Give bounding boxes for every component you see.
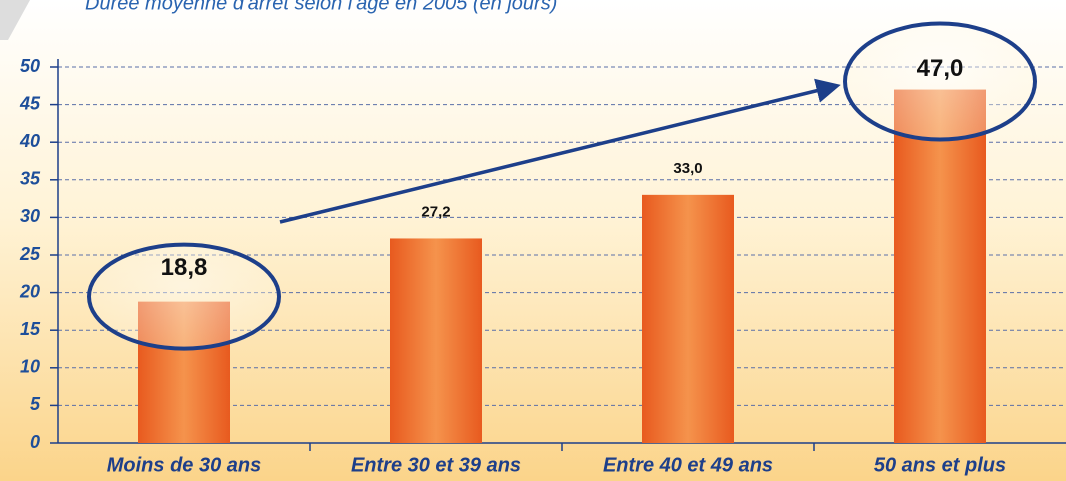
y-tick-label: 0 — [30, 432, 40, 452]
y-tick-label: 45 — [19, 93, 41, 113]
value-label: 47,0 — [917, 55, 964, 82]
y-tick-label: 30 — [20, 206, 40, 226]
bar — [642, 194, 734, 443]
x-tick-label: 50 ans et plus — [874, 454, 1006, 476]
x-tick-label: Moins de 30 ans — [107, 454, 262, 476]
y-tick-label: 35 — [20, 169, 41, 189]
magnifier-lens — [843, 21, 1037, 142]
magnifier-lens — [87, 242, 281, 351]
value-label: 33,0 — [673, 160, 702, 177]
trend-arrow — [279, 78, 841, 224]
y-tick-label: 25 — [19, 244, 41, 264]
y-tick-label: 15 — [20, 319, 41, 339]
y-tick-label: 20 — [19, 281, 40, 301]
chart-title: Durée moyenne d'arrêt selon l'âge en 200… — [85, 0, 557, 14]
y-tick-label: 5 — [30, 394, 41, 414]
y-tick-label: 40 — [19, 131, 40, 151]
value-label: 18,8 — [161, 254, 208, 281]
bar — [894, 89, 986, 443]
value-label: 27,2 — [421, 203, 450, 220]
corner-decoration — [0, 0, 30, 40]
y-tick-label: 10 — [20, 357, 40, 377]
bar — [390, 238, 482, 443]
y-tick-label: 50 — [20, 56, 40, 76]
x-tick-label: Entre 40 et 49 ans — [603, 454, 773, 476]
x-tick-label: Entre 30 et 39 ans — [351, 454, 521, 476]
